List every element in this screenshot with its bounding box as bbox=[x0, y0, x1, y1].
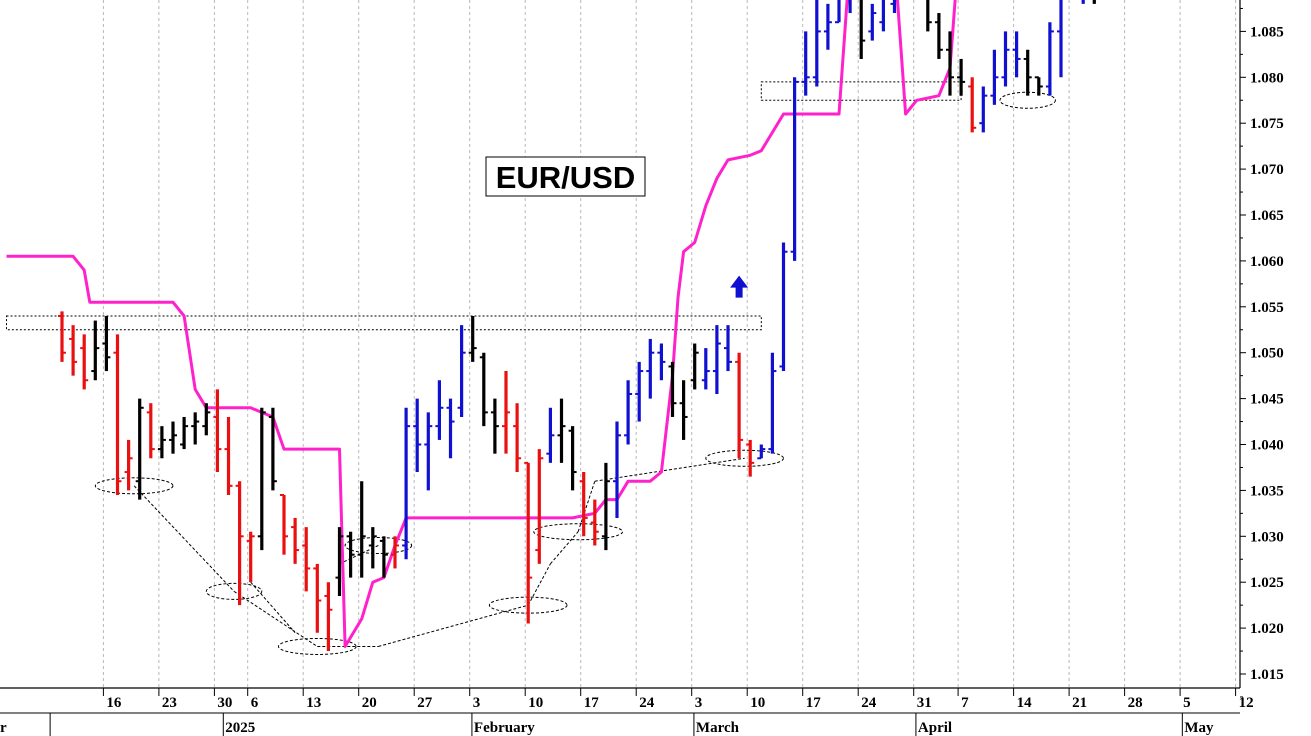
x-tick-label: 7 bbox=[961, 695, 969, 711]
x-tick-label: 20 bbox=[362, 695, 377, 711]
x-tick-label: 17 bbox=[806, 695, 822, 711]
x-tick-label: 6 bbox=[251, 695, 259, 711]
x-tick-label: 31 bbox=[917, 695, 932, 711]
resistance-box bbox=[6, 315, 762, 331]
y-tick-label: 1.075 bbox=[1250, 116, 1284, 132]
chart-title-box bbox=[485, 156, 646, 197]
swing-low-ellipse bbox=[94, 477, 174, 495]
x-tick-label: 24 bbox=[861, 695, 877, 711]
y-tick-label: 1.040 bbox=[1250, 438, 1284, 454]
y-tick-label: 1.060 bbox=[1250, 254, 1284, 270]
y-tick-label: 1.055 bbox=[1250, 300, 1284, 316]
swing-low-ellipse bbox=[705, 449, 785, 467]
resistance-zones bbox=[6, 81, 962, 331]
swing-connector bbox=[133, 485, 235, 592]
y-tick-label: 1.085 bbox=[1250, 24, 1284, 40]
y-tick-label: 1.070 bbox=[1250, 162, 1284, 178]
month-label: 2025 bbox=[225, 720, 255, 736]
chart-title-group: EUR/USD bbox=[485, 156, 646, 197]
x-tick-label: 24 bbox=[639, 695, 655, 711]
x-tick-label: 17 bbox=[584, 695, 600, 711]
x-tick-label: 10 bbox=[750, 695, 765, 711]
y-tick-label: 1.035 bbox=[1250, 483, 1284, 499]
swing-connector bbox=[594, 457, 745, 482]
x-tick-label: 13 bbox=[306, 695, 321, 711]
swing-connector bbox=[378, 604, 529, 647]
y-tick-label: 1.080 bbox=[1250, 70, 1284, 86]
y-tick-label: 1.020 bbox=[1250, 621, 1284, 637]
chart-axes: 1.015 1.020 1.025 1.030 1.035 1.040 1.045 1.050… bbox=[0, 0, 1284, 736]
swing-connector bbox=[250, 581, 296, 634]
x-tick-label: 16 bbox=[106, 695, 122, 711]
x-tick-label: 30 bbox=[217, 695, 232, 711]
x-tick-label: 10 bbox=[528, 695, 543, 711]
y-tick-label: 1.015 bbox=[1250, 667, 1284, 683]
x-tick-label: 5 bbox=[1183, 695, 1191, 711]
x-tick-label: 21 bbox=[1072, 695, 1087, 711]
chart-gridlines bbox=[102, 0, 1237, 688]
x-tick-label: 12 bbox=[1239, 695, 1254, 711]
x-tick-label: 23 bbox=[162, 695, 177, 711]
swing-connector bbox=[550, 531, 579, 565]
buy-signal-arrow-icon bbox=[730, 275, 749, 298]
y-tick-label: 1.030 bbox=[1250, 529, 1284, 545]
y-tick-label: 1.045 bbox=[1250, 392, 1284, 408]
month-label: March bbox=[696, 720, 740, 736]
swing-low-ellipse bbox=[205, 582, 263, 600]
trailing-stop-line bbox=[6, 0, 957, 648]
x-tick-label: 14 bbox=[1017, 695, 1033, 711]
swing-low-ellipse bbox=[344, 536, 413, 554]
chart-title: EUR/USD bbox=[496, 160, 636, 195]
swing-connector bbox=[577, 481, 596, 532]
y-tick-label: 1.025 bbox=[1250, 575, 1284, 591]
y-tick-label: 1.050 bbox=[1250, 346, 1284, 362]
swing-low-markers bbox=[94, 91, 1056, 655]
month-label: May bbox=[1184, 720, 1214, 736]
x-tick-label: 27 bbox=[417, 695, 433, 711]
x-tick-label: 28 bbox=[1128, 695, 1143, 711]
month-label: February bbox=[474, 720, 535, 736]
y-tick-label: 1.065 bbox=[1250, 208, 1284, 224]
swing-low-ellipse bbox=[277, 637, 357, 655]
swing-connector bbox=[233, 590, 318, 647]
swing-low-ellipse bbox=[533, 523, 624, 541]
month-label: r bbox=[0, 720, 7, 736]
swing-connector bbox=[527, 563, 551, 606]
buy-signal-layer bbox=[730, 275, 749, 298]
trailing-stop-layer bbox=[6, 0, 957, 648]
x-tick-label: 3 bbox=[473, 695, 481, 711]
ohlc-bars bbox=[58, 0, 1096, 652]
month-label: April bbox=[918, 720, 952, 736]
x-tick-label: 3 bbox=[695, 695, 703, 711]
